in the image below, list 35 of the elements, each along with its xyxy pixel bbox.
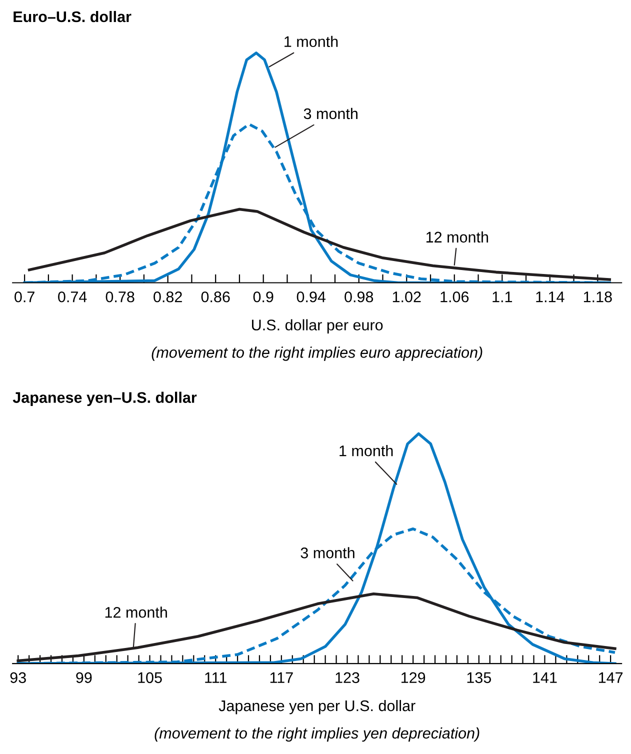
x-tick-label: 0.98 <box>344 291 374 302</box>
x-tick-label: 141 <box>533 672 557 683</box>
x-tick-label: 0.9 <box>253 291 274 302</box>
x-tick-label: 0.94 <box>296 291 326 302</box>
x-tick-label: 1.02 <box>392 291 421 302</box>
x-tick-label: 0.82 <box>154 291 182 302</box>
x-tick-label: 147 <box>598 672 623 683</box>
x-tick-label: 123 <box>336 672 360 684</box>
x-tick-label: 1.06 <box>440 291 469 302</box>
x-tick-label: 0.78 <box>106 291 134 302</box>
annotation: 1 month <box>340 445 393 456</box>
text: (movement to the right implies yen depreciation) <box>154 727 480 742</box>
x-tick-label: 0.7 <box>14 291 34 302</box>
annotation: 3 month <box>304 108 358 120</box>
annotation: 3 month <box>300 547 354 558</box>
chart-title: Japanese yen–U.S. dollar <box>12 392 197 406</box>
annotation: 12 month <box>426 231 488 243</box>
x-axis-title: U.S. dollar per euro <box>252 319 383 334</box>
x-tick-label: 93 <box>10 672 26 684</box>
x-tick-label: 105 <box>138 672 162 684</box>
x-tick-label: 0.74 <box>58 291 87 302</box>
x-tick-label: 135 <box>467 672 492 684</box>
x-tick-label: 111 <box>205 672 226 683</box>
text: (movement to the right implies euro appreciation) <box>152 346 482 361</box>
x-tick-label: 99 <box>76 672 92 684</box>
x-tick-label: 1.14 <box>536 292 564 302</box>
x-tick-label: 1.1 <box>492 292 512 302</box>
x-axis-title: Japanese yen per U.S. dollar <box>218 700 416 714</box>
annotation: 12 month <box>105 606 167 618</box>
annotation: 1 month <box>284 36 338 48</box>
x-tick-label: 117 <box>270 672 293 683</box>
chart-title: Euro–U.S. dollar <box>14 10 132 22</box>
x-tick-label: 1.18 <box>584 291 612 302</box>
x-tick-label: 0.86 <box>201 291 230 302</box>
x-tick-label: 129 <box>402 672 426 684</box>
